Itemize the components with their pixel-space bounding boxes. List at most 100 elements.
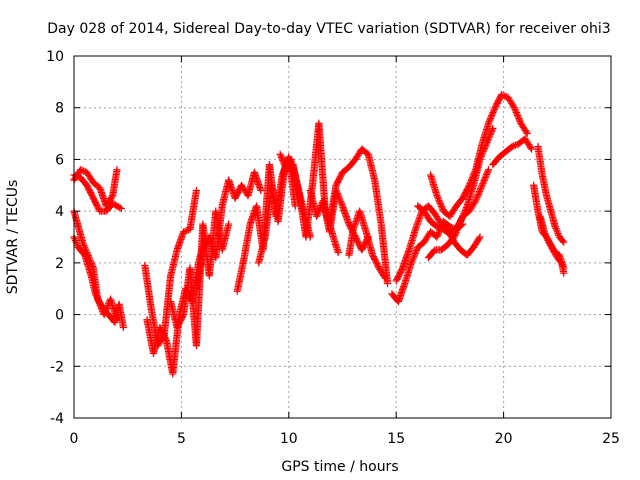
- data-point: [113, 316, 121, 324]
- interpolated-markers: [71, 235, 82, 250]
- interpolated-markers: [212, 204, 226, 260]
- interpolated-markers: [141, 263, 155, 312]
- interpolated-markers: [167, 247, 181, 278]
- interpolated-markers: [447, 203, 459, 219]
- interpolated-markers: [445, 234, 457, 248]
- chart-title: Day 028 of 2014, Sidereal Day-to-day VTE…: [47, 21, 610, 37]
- interpolated-markers: [460, 208, 472, 219]
- interpolated-markers: [110, 200, 120, 209]
- interpolated-markers: [522, 136, 535, 152]
- interpolated-markers: [315, 121, 329, 214]
- data-point: [119, 323, 128, 332]
- interpolated-markers: [428, 218, 440, 230]
- interpolated-markers: [83, 250, 97, 271]
- series-trace-16: [392, 202, 484, 285]
- interpolated-markers: [472, 183, 486, 203]
- data-point: [94, 295, 102, 303]
- data-point: [179, 228, 188, 236]
- interpolated-markers: [453, 195, 466, 209]
- data-point: [433, 192, 441, 200]
- interpolated-markers: [274, 167, 288, 224]
- interpolated-markers: [447, 226, 459, 237]
- series-trace-8: [192, 168, 265, 293]
- interpolated-markers: [365, 152, 378, 183]
- data-point: [484, 166, 493, 174]
- interpolated-markers: [340, 164, 352, 175]
- interpolated-markers: [91, 180, 103, 191]
- interpolated-markers: [466, 198, 479, 214]
- tick-label-layer: 0 5 10 15 20 25 -4 -2 0 2 4 6 8 10: [46, 49, 620, 447]
- interpolated-markers: [479, 167, 492, 188]
- series-trace-14: [345, 207, 390, 282]
- y-axis-label: SDTVAR / TECUs: [5, 180, 21, 295]
- interpolated-markers: [499, 91, 510, 101]
- interpolated-markers: [114, 203, 124, 212]
- interpolated-markers: [393, 265, 406, 284]
- data-point: [117, 204, 125, 213]
- y-tick-label: 4: [55, 204, 64, 220]
- y-tick-label: 6: [55, 152, 64, 168]
- interpolated-markers: [453, 214, 466, 232]
- y-tick-label: -4: [50, 411, 64, 427]
- data-point: [472, 197, 480, 205]
- interpolated-markers: [556, 234, 567, 245]
- series-trace-4: [70, 207, 121, 324]
- y-tick-label: 2: [55, 256, 64, 272]
- data-point: [527, 145, 536, 153]
- interpolated-markers: [174, 312, 187, 330]
- series-trace-18: [426, 91, 531, 220]
- series-trace-13: [326, 145, 392, 288]
- data-point: [78, 238, 87, 246]
- data-point: [560, 238, 568, 246]
- data-point: [545, 238, 553, 246]
- interpolated-markers: [399, 247, 413, 271]
- x-tick-label: 10: [280, 431, 298, 447]
- series-trace-19: [414, 166, 493, 239]
- interpolated-markers: [472, 141, 486, 172]
- y-tick-label: 8: [55, 101, 64, 117]
- interpolated-markers: [554, 255, 565, 266]
- interpolated-markers: [157, 325, 170, 343]
- interpolated-markers: [376, 265, 389, 281]
- y-tick-label: 0: [55, 308, 64, 324]
- data-point: [100, 310, 108, 319]
- interpolated-markers: [464, 245, 477, 258]
- data-point: [334, 248, 342, 257]
- data-point: [476, 233, 484, 241]
- interpolated-markers: [518, 121, 530, 136]
- series-trace-2: [70, 166, 121, 210]
- x-tick-label: 0: [70, 431, 79, 447]
- interpolated-markers: [432, 211, 444, 227]
- data-point: [313, 212, 321, 220]
- interpolated-markers: [219, 222, 232, 252]
- interpolated-markers: [464, 183, 477, 208]
- interpolated-markers: [483, 126, 496, 146]
- interpolated-markers: [328, 229, 342, 255]
- interpolated-markers: [193, 247, 207, 291]
- x-tick-label: 15: [387, 431, 405, 447]
- interpolated-markers: [115, 302, 127, 330]
- interpolated-markers: [485, 105, 498, 126]
- interpolated-markers: [346, 157, 358, 170]
- data-point: [381, 274, 390, 282]
- interpolated-markers: [439, 242, 451, 253]
- interpolated-markers: [333, 170, 346, 188]
- data-point: [433, 233, 441, 241]
- interpolated-markers: [90, 196, 103, 214]
- data-layer: [70, 91, 568, 378]
- interpolated-markers: [425, 203, 438, 216]
- interpolated-markers: [505, 95, 517, 110]
- interpolated-markers: [550, 247, 560, 260]
- interpolated-markers: [78, 166, 89, 176]
- interpolated-markers: [434, 193, 447, 214]
- interpolated-markers: [539, 172, 550, 198]
- interpolated-markers: [510, 141, 521, 150]
- x-tick-label: 25: [602, 431, 620, 447]
- interpolated-markers: [395, 281, 408, 304]
- interpolated-markers: [459, 183, 473, 201]
- data-point: [497, 91, 506, 99]
- data-point: [192, 186, 201, 195]
- interpolated-markers: [186, 188, 200, 232]
